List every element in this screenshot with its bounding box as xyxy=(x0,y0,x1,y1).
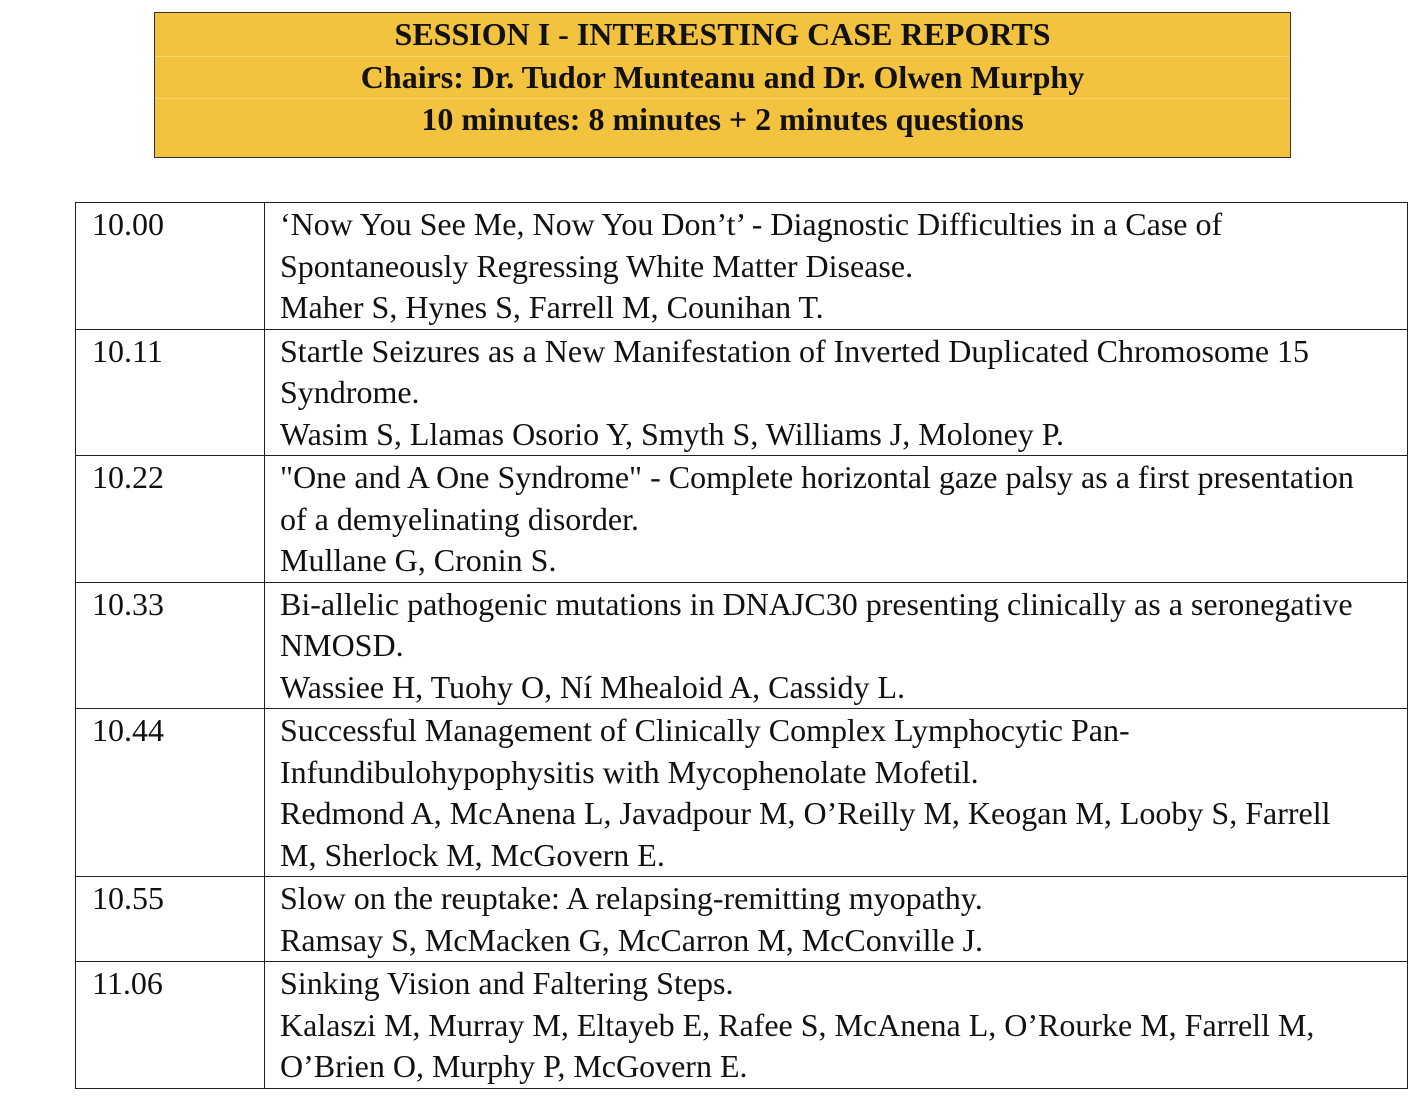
talk: Slow on the reuptake: A relapsing-remitt… xyxy=(264,876,1408,962)
talk-authors: Wasim S, Llamas Osorio Y, Smyth S, Willi… xyxy=(280,415,1065,452)
talk-title: Startle Seizures as a New Manifestation … xyxy=(280,332,1310,411)
talk-title: "One and A One Syndrome" - Complete hori… xyxy=(280,459,1354,537)
session-title: SESSION I - INTERESTING CASE REPORTS xyxy=(155,14,1290,57)
talk-title: Bi-allelic pathogenic mutations in DNAJC… xyxy=(280,585,1353,664)
schedule-row: 10.00 ‘Now You See Me, Now You Don’t’ - D… xyxy=(75,202,1408,330)
talk-authors: Wassiee H, Tuohy O, Ní Mhealoid A, Cassi… xyxy=(280,668,905,705)
talk: Bi-allelic pathogenic mutations in DNAJC… xyxy=(264,581,1408,709)
talk-authors: Maher S, Hynes S, Farrell M, Counihan T. xyxy=(280,289,824,325)
talk-title: ‘Now You See Me, Now You Don’t’ - Diagno… xyxy=(280,206,1223,284)
time: 11.06 xyxy=(75,961,265,1089)
schedule-row: 10.44 Successful Management of Clinically… xyxy=(75,708,1408,877)
talk: ‘Now You See Me, Now You Don’t’ - Diagno… xyxy=(264,202,1408,330)
schedule-row: 10.22 "One and A One Syndrome" - Complete… xyxy=(75,455,1408,583)
talk-title: Slow on the reuptake: A relapsing-remitt… xyxy=(280,880,983,916)
talk-authors: Ramsay S, McMacken G, McCarron M, McConv… xyxy=(280,921,984,958)
schedule-row: 10.33 Bi-allelic pathogenic mutations in … xyxy=(75,581,1408,709)
time: 10.44 xyxy=(75,708,265,877)
talk-authors: Kalaszi M, Murray M, Eltayeb E, Rafee S,… xyxy=(280,1006,1315,1085)
talk-authors: Mullane G, Cronin S. xyxy=(280,542,557,578)
talk: Sinking Vision and Faltering Steps. Kalas… xyxy=(264,961,1408,1089)
talk: Startle Seizures as a New Manifestation … xyxy=(264,328,1408,456)
schedule-row: 10.55 Slow on the reuptake: A relapsing-r… xyxy=(75,876,1408,962)
talk-title: Sinking Vision and Faltering Steps. xyxy=(280,965,734,1001)
time: 10.22 xyxy=(75,455,265,583)
schedule-row: 11.06 Sinking Vision and Faltering Steps.… xyxy=(75,961,1408,1089)
talk-title: Successful Management of Clinically Comp… xyxy=(280,712,1130,790)
session-header: SESSION I - INTERESTING CASE REPORTS Cha… xyxy=(154,12,1291,158)
schedule-row: 10.11 Startle Seizures as a New Manifesta… xyxy=(75,328,1408,456)
session-chairs: Chairs: Dr. Tudor Munteanu and Dr. Olwen… xyxy=(155,57,1290,99)
talk: "One and A One Syndrome" - Complete hori… xyxy=(264,455,1408,583)
talk: Successful Management of Clinically Comp… xyxy=(264,708,1408,877)
time: 10.11 xyxy=(75,328,265,456)
session-format: 10 minutes: 8 minutes + 2 minutes questi… xyxy=(421,101,1024,137)
schedule-table: 10.00 ‘Now You See Me, Now You Don’t’ - D… xyxy=(75,202,1408,1089)
time: 10.33 xyxy=(75,581,265,709)
talk-authors: Redmond A, McAnena L, Javadpour M, O’Rei… xyxy=(280,795,1331,873)
time: 10.55 xyxy=(75,876,265,962)
time: 10.00 xyxy=(75,202,265,330)
